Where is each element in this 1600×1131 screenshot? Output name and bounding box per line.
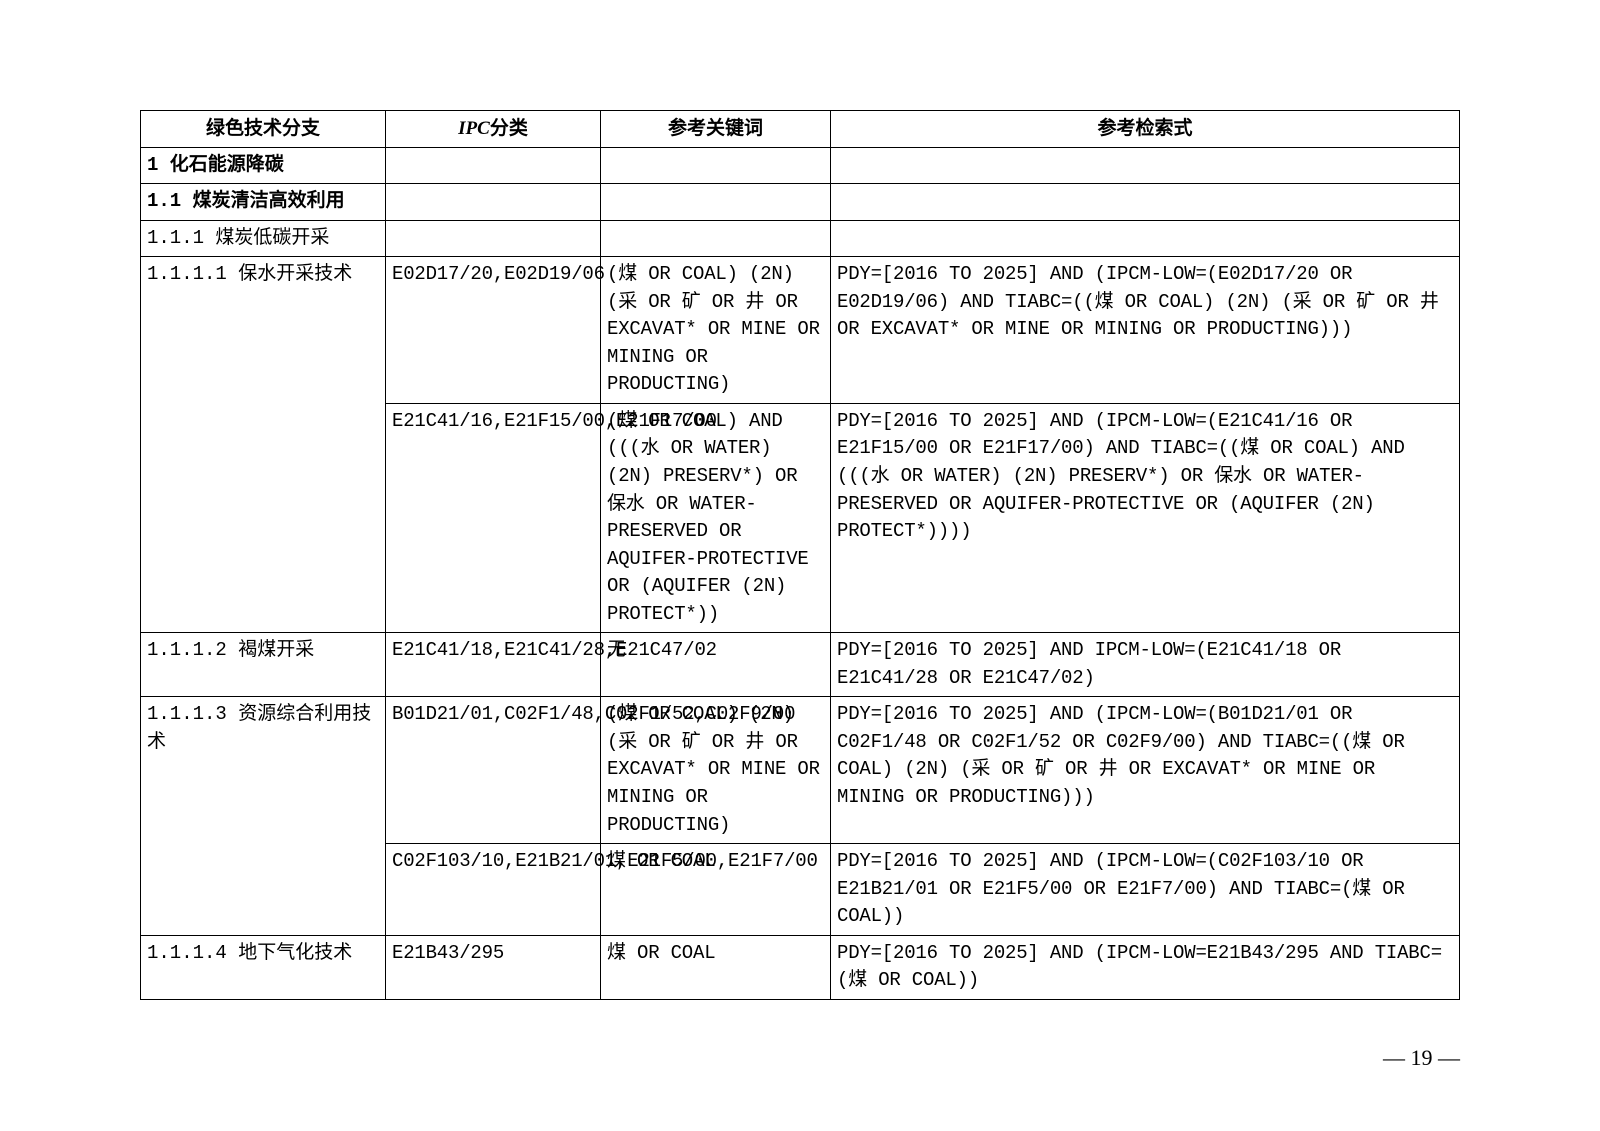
cell-ipc: C02F103/10,E21B21/01,E21F5/00,E21F7/00	[386, 844, 601, 936]
cell-keywords: (煤 OR COAL) AND (((水 OR WATER) (2N) PRES…	[601, 403, 831, 632]
cell-branch: 1.1 煤炭清洁高效利用	[141, 184, 386, 221]
table-header-row: 绿色技术分支 IPC分类 参考关键词 参考检索式	[141, 111, 1460, 148]
table-row: 1.1.1.3 资源综合利用技术 B01D21/01,C02F1/48,C02F…	[141, 697, 1460, 844]
table-row: 1.1.1.4 地下气化技术 E21B43/295 煤 OR COAL PDY=…	[141, 935, 1460, 999]
cell-branch: 1.1.1.2 褐煤开采	[141, 633, 386, 697]
cell-query: PDY=[2016 TO 2025] AND (IPCM-LOW=(E02D17…	[831, 257, 1460, 404]
cell-ipc	[386, 220, 601, 257]
cell-branch: 1 化石能源降碳	[141, 147, 386, 184]
cell-ipc: E21C41/16,E21F15/00,E21F17/00	[386, 403, 601, 632]
table-row: 1.1.1.2 褐煤开采 E21C41/18,E21C41/28,E21C47/…	[141, 633, 1460, 697]
header-query: 参考检索式	[831, 111, 1460, 148]
cell-query	[831, 184, 1460, 221]
table-row: 1.1.1 煤炭低碳开采	[141, 220, 1460, 257]
cell-ipc	[386, 147, 601, 184]
table-row: 1.1.1.1 保水开采技术 E02D17/20,E02D19/06 (煤 OR…	[141, 257, 1460, 404]
cell-query: PDY=[2016 TO 2025] AND (IPCM-LOW=(B01D21…	[831, 697, 1460, 844]
cell-ipc: E21C41/18,E21C41/28,E21C47/02	[386, 633, 601, 697]
cell-keywords: (煤 OR COAL) (2N) (采 OR 矿 OR 井 OR EXCAVAT…	[601, 257, 831, 404]
cell-branch: 1.1.1.4 地下气化技术	[141, 935, 386, 999]
cell-keywords	[601, 184, 831, 221]
cell-ipc: E21B43/295	[386, 935, 601, 999]
classification-table: 绿色技术分支 IPC分类 参考关键词 参考检索式 1 化石能源降碳 1.1 煤炭…	[140, 110, 1460, 1000]
cell-query: PDY=[2016 TO 2025] AND IPCM-LOW=(E21C41/…	[831, 633, 1460, 697]
header-keywords: 参考关键词	[601, 111, 831, 148]
header-branch: 绿色技术分支	[141, 111, 386, 148]
table-row: 1.1 煤炭清洁高效利用	[141, 184, 1460, 221]
cell-branch: 1.1.1.1 保水开采技术	[141, 257, 386, 633]
page-container: 绿色技术分支 IPC分类 参考关键词 参考检索式 1 化石能源降碳 1.1 煤炭…	[0, 0, 1600, 1131]
cell-branch: 1.1.1 煤炭低碳开采	[141, 220, 386, 257]
cell-query	[831, 220, 1460, 257]
table-body: 1 化石能源降碳 1.1 煤炭清洁高效利用 1.1.1 煤炭低碳开采	[141, 147, 1460, 999]
cell-keywords	[601, 220, 831, 257]
cell-query: PDY=[2016 TO 2025] AND (IPCM-LOW=E21B43/…	[831, 935, 1460, 999]
cell-query	[831, 147, 1460, 184]
cell-query: PDY=[2016 TO 2025] AND (IPCM-LOW=(C02F10…	[831, 844, 1460, 936]
cell-keywords: (煤 OR COAL) (2N) (采 OR 矿 OR 井 OR EXCAVAT…	[601, 697, 831, 844]
cell-branch: 1.1.1.3 资源综合利用技术	[141, 697, 386, 935]
table-row: 1 化石能源降碳	[141, 147, 1460, 184]
cell-keywords: 煤 OR COAL	[601, 935, 831, 999]
cell-keywords	[601, 147, 831, 184]
header-ipc-suffix: 分类	[490, 118, 528, 139]
header-ipc: IPC分类	[386, 111, 601, 148]
page-number: — 19 —	[1383, 1045, 1460, 1071]
cell-ipc: B01D21/01,C02F1/48,C02F1/52,C02F9/00	[386, 697, 601, 844]
cell-query: PDY=[2016 TO 2025] AND (IPCM-LOW=(E21C41…	[831, 403, 1460, 632]
cell-ipc	[386, 184, 601, 221]
cell-ipc: E02D17/20,E02D19/06	[386, 257, 601, 404]
header-ipc-italic: IPC	[458, 118, 490, 139]
